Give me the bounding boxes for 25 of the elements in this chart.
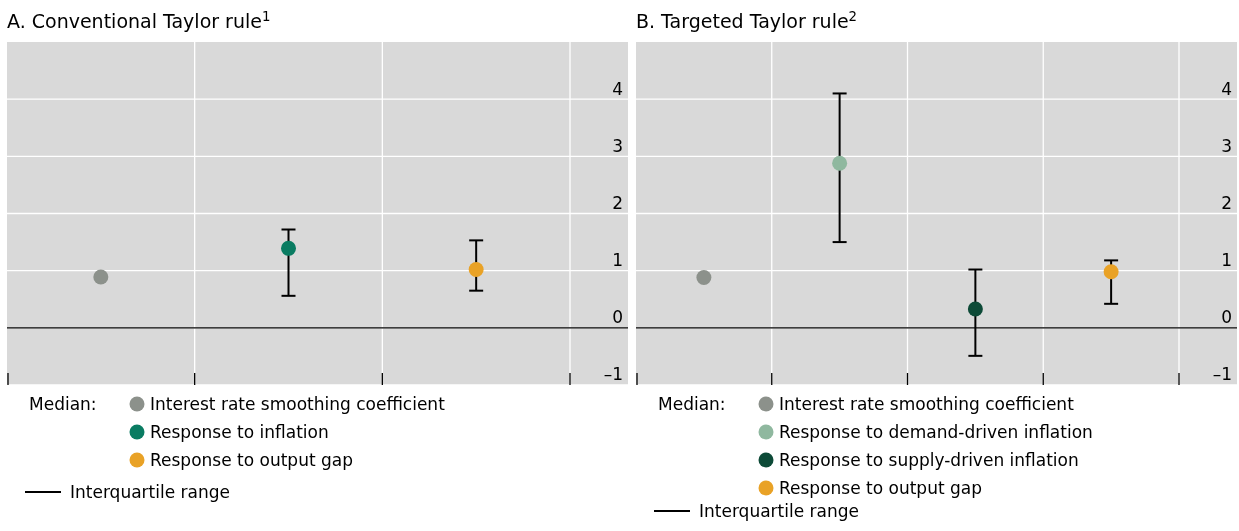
legend-label: Interest rate smoothing coefficient xyxy=(779,394,1075,414)
legend-label: Response to supply-driven inflation xyxy=(779,450,1079,470)
legend-label: Response to demand-driven inflation xyxy=(779,422,1093,442)
y-tick-label: –1 xyxy=(603,364,623,385)
legend-label: Response to inflation xyxy=(150,422,329,442)
y-tick-label: 3 xyxy=(1221,135,1232,156)
y-tick-label: 4 xyxy=(1221,78,1232,99)
chart-title: B. Targeted Taylor rule$^{2}$ xyxy=(636,8,858,32)
y-tick-label: –1 xyxy=(1212,364,1232,385)
y-tick-label: 4 xyxy=(612,78,623,99)
text: Interquartile range xyxy=(70,482,230,502)
chart-title: A. Conventional Taylor rule$^{1}$ xyxy=(7,8,271,32)
y-tick-label: 0 xyxy=(1221,307,1232,328)
legend-label: Response to output gap xyxy=(150,450,353,470)
y-tick-label: 0 xyxy=(612,307,623,328)
legend-label: Interest rate smoothing coefficient xyxy=(150,394,446,414)
legend-label: Response to output gap xyxy=(779,478,982,498)
legend-title: Median: xyxy=(658,394,726,414)
text: Interquartile range xyxy=(699,501,859,521)
y-tick-label: 2 xyxy=(1221,192,1232,213)
y-tick-label: 1 xyxy=(1221,250,1232,271)
y-tick-label: 2 xyxy=(612,192,623,213)
y-tick-label: 1 xyxy=(612,250,623,271)
y-tick-label: 3 xyxy=(612,135,623,156)
legend-title: Median: xyxy=(29,394,97,414)
